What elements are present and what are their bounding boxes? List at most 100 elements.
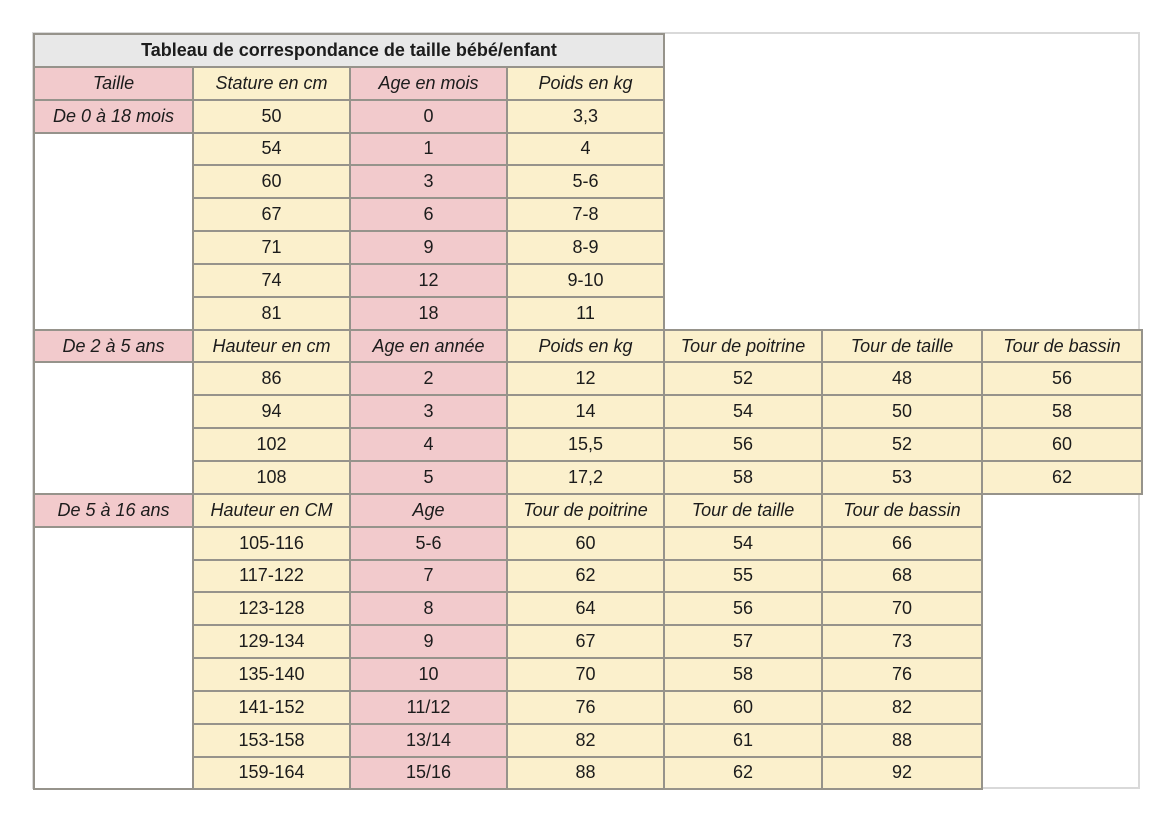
data-cell: 117-122	[192, 558, 351, 594]
data-cell: 3	[349, 164, 508, 200]
empty-area	[664, 133, 1142, 166]
column-header: Tour de bassin	[821, 492, 983, 528]
data-cell: 50	[821, 394, 983, 430]
data-cell: 52	[821, 427, 983, 462]
data-cell: 56	[981, 361, 1143, 397]
column-header: Tour de poitrine	[506, 492, 665, 528]
data-cell: 9	[349, 230, 508, 265]
column-header: Tour de poitrine	[663, 328, 823, 364]
data-cell: 58	[663, 459, 823, 495]
merged-empty-cell	[33, 131, 194, 331]
data-cell: 9	[349, 624, 508, 660]
data-cell: 4	[349, 427, 508, 462]
data-cell: 6	[349, 197, 508, 233]
data-cell: 76	[821, 657, 983, 692]
data-cell: 14	[506, 394, 665, 430]
column-header: Poids en kg	[506, 65, 665, 101]
empty-area	[664, 34, 1142, 67]
table-title: Tableau de correspondance de taille bébé…	[33, 33, 665, 68]
empty-area	[982, 658, 1142, 691]
data-cell: 58	[981, 394, 1143, 430]
empty-area	[664, 264, 1142, 297]
data-cell: 0	[349, 98, 508, 134]
data-cell: 55	[663, 558, 823, 594]
data-cell: 129-134	[192, 624, 351, 660]
data-cell: 105-116	[192, 525, 351, 561]
data-cell: 57	[663, 624, 823, 660]
empty-area	[664, 198, 1142, 231]
data-cell: 56	[663, 427, 823, 462]
data-cell: 8	[349, 591, 508, 627]
empty-area	[982, 757, 1142, 790]
data-cell: 2	[349, 361, 508, 397]
data-cell: 62	[981, 459, 1143, 495]
data-cell: 60	[506, 525, 665, 561]
data-cell: 17,2	[506, 459, 665, 495]
data-cell: 88	[821, 722, 983, 758]
merged-empty-cell	[33, 525, 194, 791]
data-cell: 1	[349, 131, 508, 167]
data-cell: 10	[349, 657, 508, 692]
empty-area	[982, 691, 1142, 724]
data-cell: 141-152	[192, 689, 351, 725]
data-cell: 159-164	[192, 755, 351, 791]
data-cell: 73	[821, 624, 983, 660]
data-cell: 12	[506, 361, 665, 397]
column-header: Tour de taille	[663, 492, 823, 528]
data-cell: 86	[192, 361, 351, 397]
section-range-label: De 2 à 5 ans	[33, 328, 194, 364]
data-cell: 62	[663, 755, 823, 791]
data-cell: 12	[349, 262, 508, 298]
data-cell: 54	[192, 131, 351, 167]
data-cell: 11/12	[349, 689, 508, 725]
data-cell: 67	[506, 624, 665, 660]
data-cell: 13/14	[349, 722, 508, 758]
data-cell: 7	[349, 558, 508, 594]
column-header: Tour de bassin	[981, 328, 1143, 364]
data-cell: 11	[506, 295, 665, 331]
data-cell: 54	[663, 394, 823, 430]
data-cell: 15,5	[506, 427, 665, 462]
data-cell: 7-8	[506, 197, 665, 233]
data-cell: 48	[821, 361, 983, 397]
merged-empty-cell	[33, 361, 194, 495]
data-cell: 123-128	[192, 591, 351, 627]
data-cell: 66	[821, 525, 983, 561]
data-cell: 70	[821, 591, 983, 627]
column-header: Stature en cm	[192, 65, 351, 101]
data-cell: 71	[192, 230, 351, 265]
data-cell: 60	[981, 427, 1143, 462]
empty-area	[664, 297, 1142, 330]
section-range-label: De 5 à 16 ans	[33, 492, 194, 528]
data-cell: 67	[192, 197, 351, 233]
data-cell: 56	[663, 591, 823, 627]
data-cell: 5-6	[506, 164, 665, 200]
column-header: Poids en kg	[506, 328, 665, 364]
column-header: Hauteur en CM	[192, 492, 351, 528]
data-cell: 15/16	[349, 755, 508, 791]
data-cell: 61	[663, 722, 823, 758]
empty-area	[982, 724, 1142, 757]
column-header: Age	[349, 492, 508, 528]
size-chart-table: Tableau de correspondance de taille bébé…	[33, 33, 1143, 791]
data-cell: 74	[192, 262, 351, 298]
empty-area	[982, 560, 1142, 593]
empty-area	[982, 625, 1142, 658]
data-cell: 58	[663, 657, 823, 692]
data-cell: 60	[192, 164, 351, 200]
data-cell: 3	[349, 394, 508, 430]
size-table-body: Tableau de correspondance de taille bébé…	[33, 33, 1143, 791]
data-cell: 108	[192, 459, 351, 495]
data-cell: 82	[506, 722, 665, 758]
data-cell: 153-158	[192, 722, 351, 758]
data-cell: 5-6	[349, 525, 508, 561]
empty-area	[664, 67, 1142, 100]
data-cell: 50	[192, 98, 351, 134]
data-cell: 88	[506, 755, 665, 791]
data-cell: 102	[192, 427, 351, 462]
data-cell: 76	[506, 689, 665, 725]
data-cell: 3,3	[506, 98, 665, 134]
data-cell: 62	[506, 558, 665, 594]
data-cell: 70	[506, 657, 665, 692]
